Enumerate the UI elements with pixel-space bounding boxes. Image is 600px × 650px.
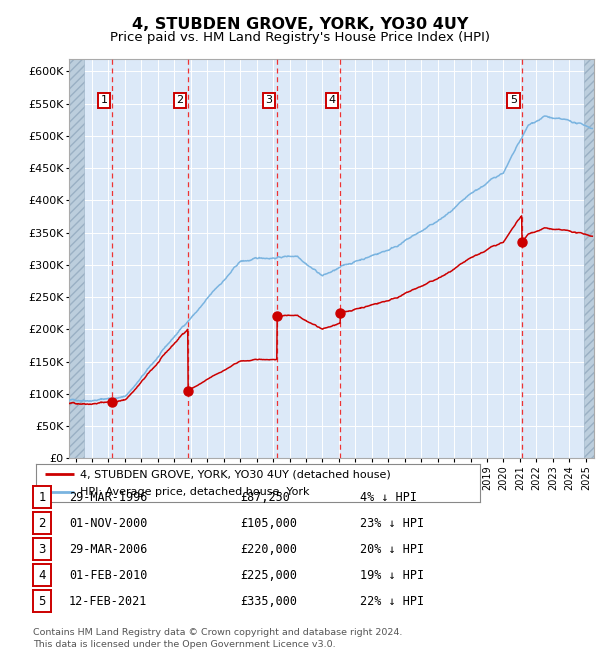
Text: 19% ↓ HPI: 19% ↓ HPI <box>360 569 424 582</box>
Text: £225,000: £225,000 <box>240 569 297 582</box>
Text: Price paid vs. HM Land Registry's House Price Index (HPI): Price paid vs. HM Land Registry's House … <box>110 31 490 44</box>
Bar <box>69 58 84 458</box>
Text: 5: 5 <box>38 595 46 608</box>
Text: £105,000: £105,000 <box>240 517 297 530</box>
Text: 1: 1 <box>38 491 46 504</box>
Text: 4, STUBDEN GROVE, YORK, YO30 4UY: 4, STUBDEN GROVE, YORK, YO30 4UY <box>132 17 468 32</box>
Text: 5: 5 <box>510 96 517 105</box>
Text: HPI: Average price, detached house, York: HPI: Average price, detached house, York <box>80 487 310 497</box>
Bar <box>584 58 594 458</box>
Text: 01-FEB-2010: 01-FEB-2010 <box>69 569 148 582</box>
Text: £87,250: £87,250 <box>240 491 290 504</box>
Text: £220,000: £220,000 <box>240 543 297 556</box>
Text: 4: 4 <box>38 569 46 582</box>
Text: 23% ↓ HPI: 23% ↓ HPI <box>360 517 424 530</box>
Text: 2: 2 <box>176 96 184 105</box>
Text: 2: 2 <box>38 517 46 530</box>
Text: Contains HM Land Registry data © Crown copyright and database right 2024.
This d: Contains HM Land Registry data © Crown c… <box>33 627 403 649</box>
Text: 22% ↓ HPI: 22% ↓ HPI <box>360 595 424 608</box>
Text: 20% ↓ HPI: 20% ↓ HPI <box>360 543 424 556</box>
Text: 4: 4 <box>329 96 336 105</box>
Text: 01-NOV-2000: 01-NOV-2000 <box>69 517 148 530</box>
Text: 3: 3 <box>38 543 46 556</box>
Text: 1: 1 <box>101 96 108 105</box>
Text: 3: 3 <box>265 96 272 105</box>
Text: 29-MAR-2006: 29-MAR-2006 <box>69 543 148 556</box>
Text: 12-FEB-2021: 12-FEB-2021 <box>69 595 148 608</box>
Text: 4% ↓ HPI: 4% ↓ HPI <box>360 491 417 504</box>
Text: 29-MAR-1996: 29-MAR-1996 <box>69 491 148 504</box>
Text: £335,000: £335,000 <box>240 595 297 608</box>
Text: 4, STUBDEN GROVE, YORK, YO30 4UY (detached house): 4, STUBDEN GROVE, YORK, YO30 4UY (detach… <box>80 469 391 479</box>
